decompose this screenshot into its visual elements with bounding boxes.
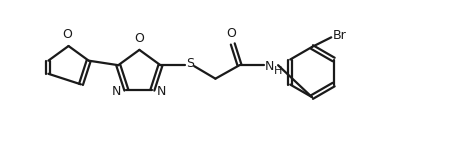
Text: Br: Br xyxy=(332,29,346,42)
Text: N: N xyxy=(264,60,274,73)
Text: S: S xyxy=(185,57,194,70)
Text: H: H xyxy=(274,66,282,76)
Text: O: O xyxy=(62,28,73,41)
Text: N: N xyxy=(112,85,121,98)
Text: N: N xyxy=(157,85,166,98)
Text: O: O xyxy=(134,32,144,45)
Text: O: O xyxy=(225,27,235,40)
